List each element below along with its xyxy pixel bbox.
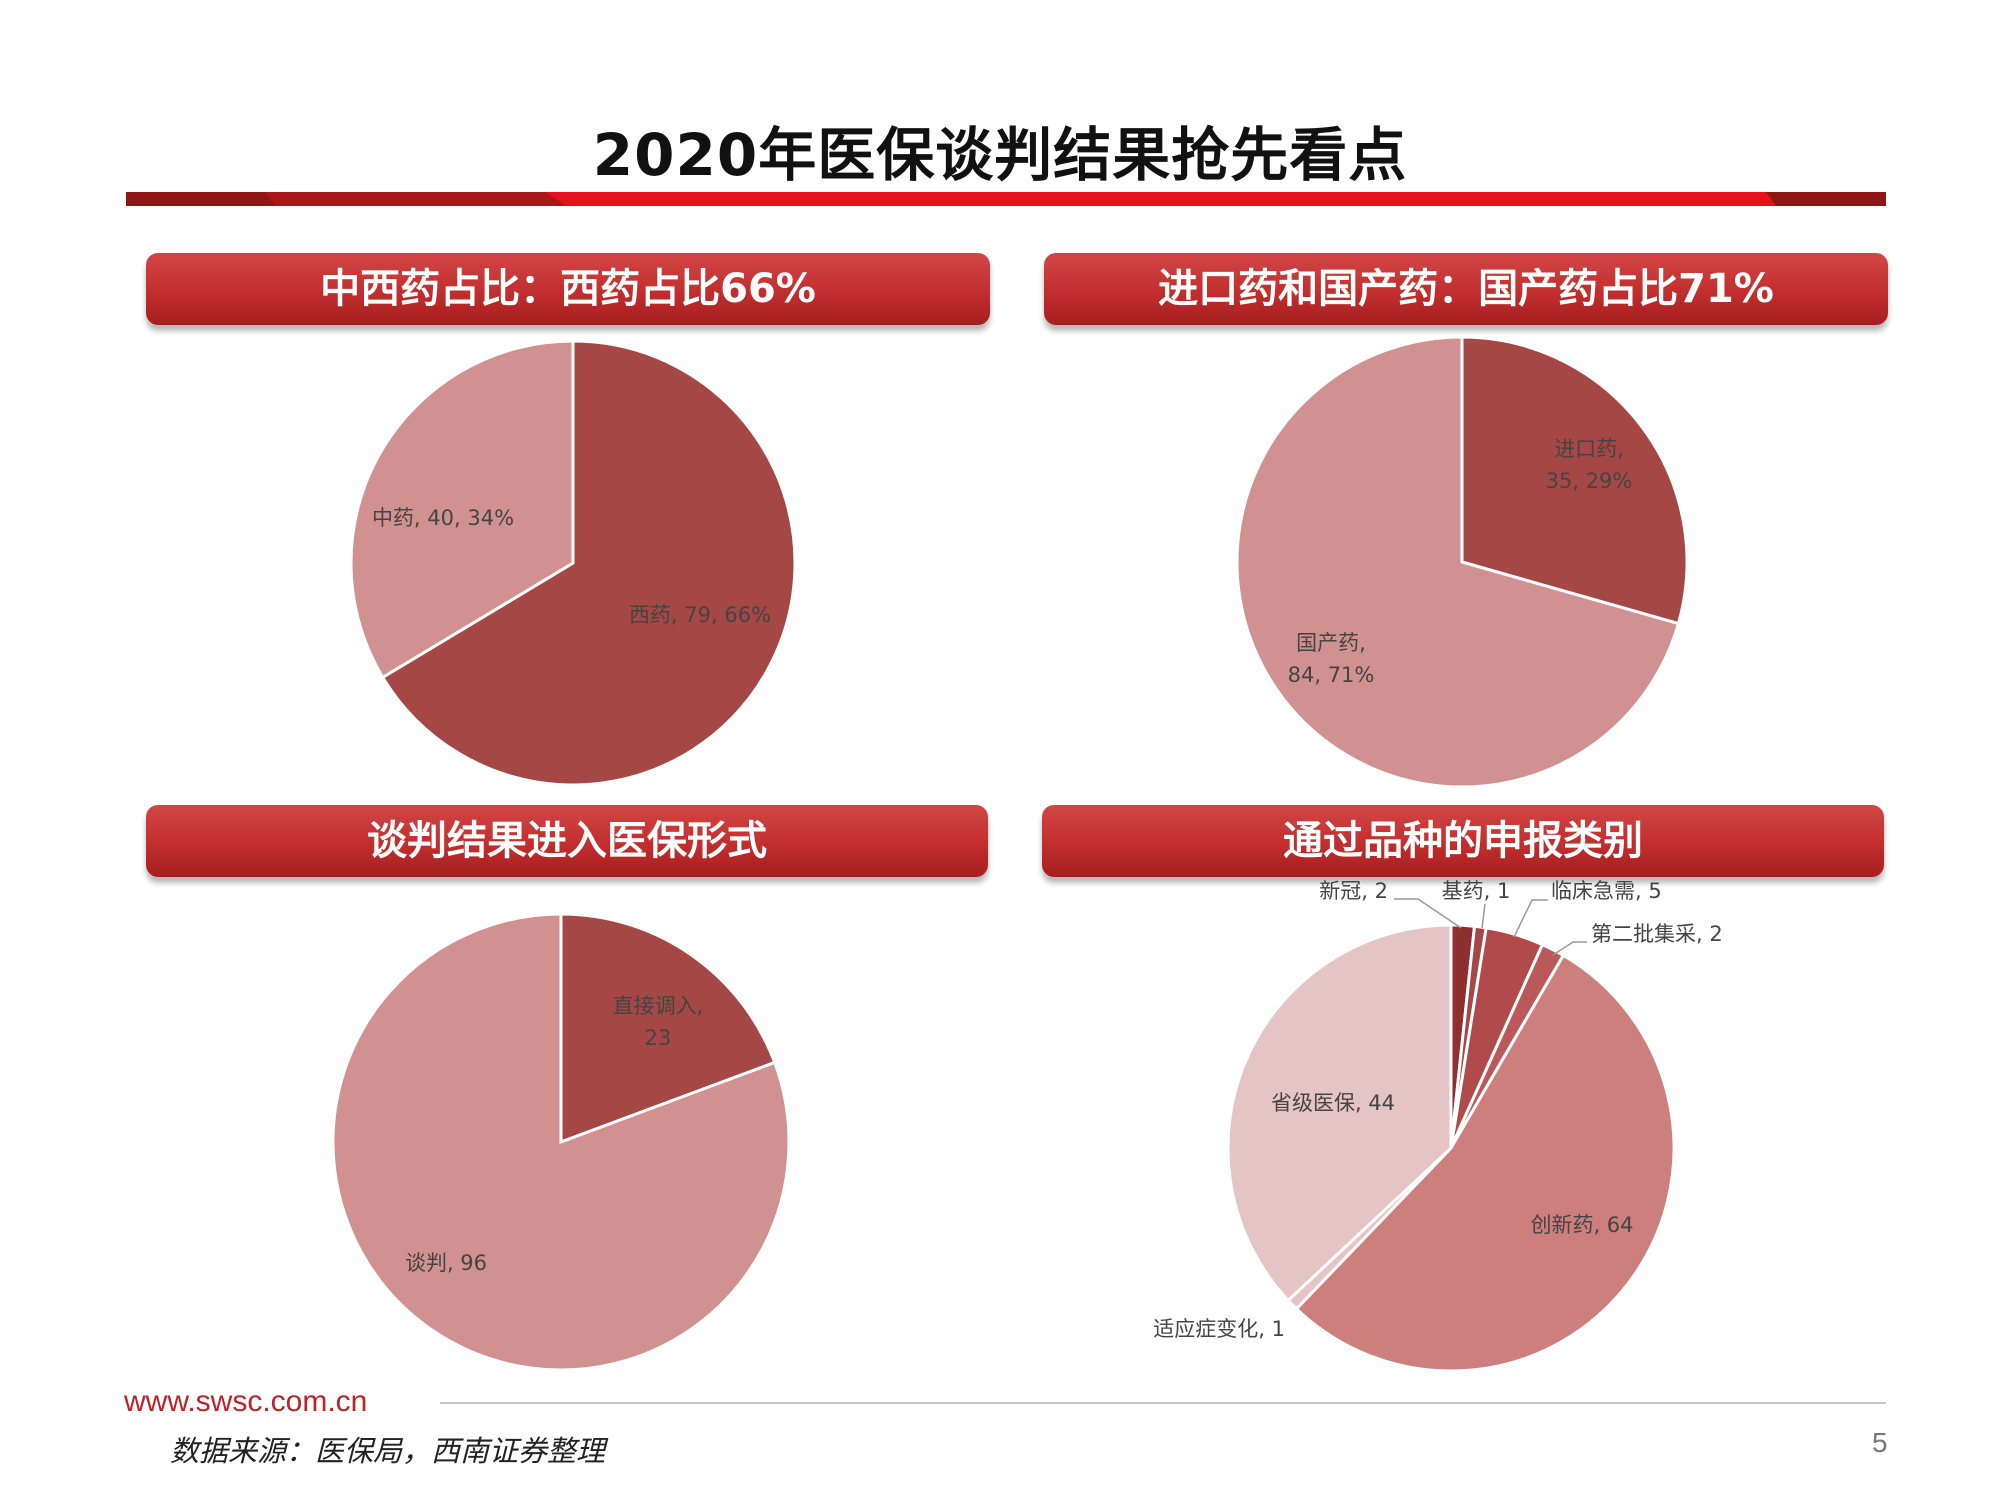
page-number: 5: [1872, 1427, 1888, 1458]
website-link[interactable]: www.swsc.com.cn: [124, 1385, 368, 1418]
pie-slice-tanpan: [331, 912, 791, 1372]
pie-label-zhijie-diaoru-value: 23: [645, 1026, 672, 1050]
leader-line-dierpi: [1552, 941, 1587, 956]
pie-label-tanpan: 谈判, 96: [405, 1251, 487, 1275]
pie-slice-chuangxinyao: [1294, 953, 1676, 1373]
pie-label-linchuang-jixu: 临床急需, 5: [1551, 879, 1662, 903]
leader-line-linchuang: [1513, 899, 1548, 938]
chart3-title-banner: 谈判结果进入医保形式: [146, 805, 988, 877]
data-source-note: 数据来源：医保局，西南证券整理: [170, 1434, 606, 1468]
chart1-title-banner: 中西药占比：西药占比66%: [146, 253, 990, 325]
chart2-title-banner: 进口药和国产药：国产药占比71%: [1044, 253, 1888, 325]
pie-label-jinkouyao-name: 进口药,: [1554, 437, 1624, 461]
pie-slice-zhijie-diaoru: [559, 912, 777, 1145]
pie-label-guochanyao-name: 国产药,: [1296, 631, 1366, 655]
leader-line-xinguan: [1394, 898, 1462, 929]
pie-label-dierpi-jicai: 第二批集采, 2: [1591, 922, 1723, 946]
pie-label-zhongyao: 中药, 40, 34%: [372, 506, 514, 530]
pie-label-shiyingzheng-bianhua: 适应症变化, 1: [1153, 1317, 1285, 1341]
leader-line-jiyao: [1481, 903, 1486, 929]
footer-divider: [440, 1402, 1886, 1404]
pie-slice-shengji-yibao: [1226, 923, 1453, 1303]
title-divider-bar: [126, 192, 1886, 206]
pie-label-shengji-yibao: 省级医保, 44: [1271, 1091, 1395, 1115]
pie-label-guochanyao-value: 84, 71%: [1288, 663, 1375, 687]
pie-label-jiyao: 基药, 1: [1442, 879, 1511, 903]
pie-label-jinkouyao-value: 35, 29%: [1546, 469, 1633, 493]
chart4-title-banner: 通过品种的申报类别: [1042, 805, 1884, 877]
pie-slice-guochanyao: [1235, 335, 1681, 789]
pie-label-zhijie-diaoru-name: 直接调入,: [613, 994, 704, 1018]
pie-label-chuangxinyao: 创新药, 64: [1530, 1213, 1633, 1237]
pie-label-xinguan: 新冠, 2: [1319, 879, 1388, 903]
pie-slice-jinkouyao: [1460, 335, 1689, 626]
pie-label-xiyao: 西药, 79, 66%: [629, 603, 771, 627]
pie-slice-xiyao: [380, 339, 797, 787]
pie-slice-zhongyao: [349, 339, 575, 680]
page-title: 2020年医保谈判结果抢先看点: [592, 121, 1408, 189]
